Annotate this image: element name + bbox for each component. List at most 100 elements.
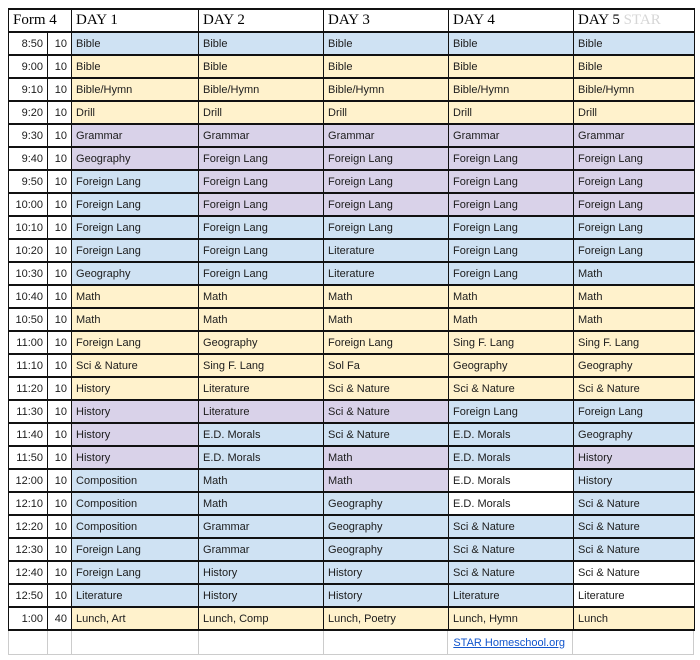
subject-cell: Sci & Nature [573, 514, 696, 539]
subject-cell: Foreign Lang [573, 169, 696, 194]
table-row: 8:50 10 Bible Bible Bible Bible Bible [8, 31, 696, 56]
subject-cell: Grammar [573, 123, 696, 148]
time-cell: 11:30 [8, 399, 48, 424]
time-cell: 9:40 [8, 146, 48, 171]
subject-cell: Literature [448, 583, 575, 608]
subject-cell: Sing F. Lang [448, 330, 575, 355]
subject-cell: Sci & Nature [573, 491, 696, 516]
subject-cell: Foreign Lang [448, 399, 575, 424]
subject-cell: Foreign Lang [323, 169, 450, 194]
subject-cell: Math [573, 284, 696, 309]
star-homeschool-link[interactable]: STAR Homeschool.org [453, 636, 566, 649]
duration-cell: 10 [46, 422, 73, 447]
subject-cell: Lunch, Hymn [448, 606, 575, 631]
footer-day-1-cell [72, 631, 199, 654]
duration-cell: 10 [46, 77, 73, 102]
time-cell: 10:20 [8, 238, 48, 263]
table-row: 10:10 10 Foreign Lang Foreign Lang Foreign L… [8, 215, 696, 240]
time-cell: 9:30 [8, 123, 48, 148]
footer-day-2-cell [199, 631, 324, 654]
duration-cell: 10 [46, 284, 73, 309]
subject-cell: Grammar [71, 123, 200, 148]
subject-cell: Foreign Lang [198, 192, 325, 217]
subject-cell: E.D. Morals [198, 422, 325, 447]
subject-cell: Bible/Hymn [448, 77, 575, 102]
duration-cell: 10 [46, 238, 73, 263]
subject-cell: Geography [573, 422, 696, 447]
subject-cell: Foreign Lang [198, 215, 325, 240]
star-watermark: STAR [623, 12, 661, 28]
duration-cell: 10 [46, 261, 73, 286]
subject-cell: History [323, 560, 450, 585]
subject-cell: Foreign Lang [71, 330, 200, 355]
duration-cell: 40 [46, 606, 73, 631]
subject-cell: Geography [323, 514, 450, 539]
subject-cell: Grammar [198, 537, 325, 562]
subject-cell: Foreign Lang [323, 330, 450, 355]
table-row: 1:00 40 Lunch, Art Lunch, Comp Lunch, Poetry… [8, 606, 696, 631]
table-row: 9:20 10 Drill Drill Drill Drill Drill [8, 100, 696, 125]
table-row: 9:40 10 Geography Foreign Lang Foreign Lang F… [8, 146, 696, 171]
subject-cell: Geography [198, 330, 325, 355]
table-row: 12:10 10 Composition Math Geography E.D. Mora… [8, 491, 696, 516]
table-row: 11:40 10 History E.D. Morals Sci & Nature E.D… [8, 422, 696, 447]
time-cell: 11:10 [8, 353, 48, 378]
time-cell: 10:10 [8, 215, 48, 240]
subject-cell: Foreign Lang [323, 192, 450, 217]
duration-cell: 10 [46, 491, 73, 516]
time-cell: 12:50 [8, 583, 48, 608]
subject-cell: Literature [198, 376, 325, 401]
duration-cell: 10 [46, 514, 73, 539]
subject-cell: Geography [323, 491, 450, 516]
subject-cell: E.D. Morals [448, 491, 575, 516]
time-cell: 11:50 [8, 445, 48, 470]
subject-cell: Grammar [323, 123, 450, 148]
subject-cell: Sci & Nature [323, 422, 450, 447]
subject-cell: Composition [71, 491, 200, 516]
subject-cell: History [198, 560, 325, 585]
time-cell: 10:30 [8, 261, 48, 286]
subject-cell: Foreign Lang [323, 146, 450, 171]
subject-cell: Lunch, Comp [198, 606, 325, 631]
subject-cell: Foreign Lang [573, 215, 696, 240]
footer-row: STAR Homeschool.org [8, 631, 694, 655]
subject-cell: Foreign Lang [323, 215, 450, 240]
time-cell: 11:20 [8, 376, 48, 401]
table-row: 10:00 10 Foreign Lang Foreign Lang Foreign L… [8, 192, 696, 217]
subject-cell: History [573, 445, 696, 470]
time-cell: 12:40 [8, 560, 48, 585]
subject-cell: Foreign Lang [448, 169, 575, 194]
subject-cell: Bible/Hymn [323, 77, 450, 102]
subject-cell: Math [198, 307, 325, 332]
subject-cell: History [573, 468, 696, 493]
subject-cell: Sing F. Lang [198, 353, 325, 378]
subject-cell: Foreign Lang [71, 215, 200, 240]
subject-cell: Foreign Lang [71, 537, 200, 562]
duration-cell: 10 [46, 399, 73, 424]
table-row: 11:00 10 Foreign Lang Geography Foreign Lang… [8, 330, 696, 355]
timetable-body: 8:50 10 Bible Bible Bible Bible Bible 9:00 10 Bib… [8, 31, 696, 631]
subject-cell: Foreign Lang [448, 192, 575, 217]
subject-cell: Geography [71, 261, 200, 286]
subject-cell: Foreign Lang [573, 399, 696, 424]
duration-cell: 10 [46, 100, 73, 125]
duration-cell: 10 [46, 146, 73, 171]
table-row: 10:20 10 Foreign Lang Foreign Lang Literatur… [8, 238, 696, 263]
time-cell: 10:50 [8, 307, 48, 332]
subject-cell: Math [323, 307, 450, 332]
footer-day-3-cell [324, 631, 449, 654]
subject-cell: Geography [71, 146, 200, 171]
subject-cell: Foreign Lang [71, 238, 200, 263]
subject-cell: Foreign Lang [198, 238, 325, 263]
subject-cell: Bible/Hymn [198, 77, 325, 102]
subject-cell: Foreign Lang [573, 146, 696, 171]
time-cell: 9:50 [8, 169, 48, 194]
table-row: 12:50 10 Literature History History Literatur… [8, 583, 696, 608]
table-row: 12:40 10 Foreign Lang History History Sci & N… [8, 560, 696, 585]
subject-cell: Bible [573, 31, 696, 56]
subject-cell: Bible/Hymn [71, 77, 200, 102]
subject-cell: Sci & Nature [323, 399, 450, 424]
table-row: 10:40 10 Math Math Math Math Math [8, 284, 696, 309]
subject-cell: Bible/Hymn [573, 77, 696, 102]
time-cell: 9:00 [8, 54, 48, 79]
